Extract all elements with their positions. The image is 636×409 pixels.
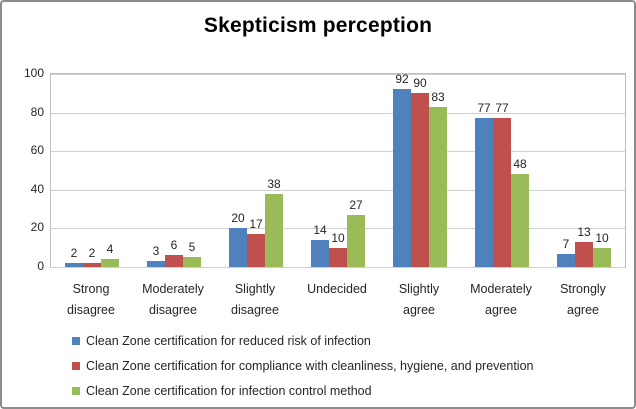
- gridline: [51, 74, 625, 75]
- category-label-line: disagree: [67, 303, 115, 317]
- bar-value-label: 13: [577, 224, 591, 239]
- legend-label: Clean Zone certification for compliance …: [86, 358, 534, 373]
- gridline: [51, 189, 625, 191]
- category-label-line: Moderately: [470, 282, 532, 296]
- category-label-line: disagree: [231, 303, 279, 317]
- category-label: Undecided: [296, 279, 378, 300]
- legend-swatch: [72, 336, 80, 345]
- bar-group: 14 10 27: [297, 74, 379, 267]
- gridline: [51, 151, 625, 153]
- bar-value-label: 48: [513, 157, 527, 172]
- category-label-line: Slightly: [234, 282, 276, 296]
- bar-value-label: 83: [431, 89, 445, 104]
- legend-swatch: [72, 386, 80, 395]
- category-label-line: disagree: [149, 303, 197, 317]
- bar: [475, 118, 493, 267]
- bar-value-label: 17: [249, 217, 263, 232]
- bar: [329, 247, 347, 267]
- bar-value-label: 38: [267, 176, 281, 191]
- legend-item: Clean Zone certification for infection c…: [72, 378, 533, 403]
- bar: [101, 259, 119, 267]
- bar: [247, 234, 265, 267]
- bar: [83, 263, 101, 267]
- bar: [575, 241, 593, 267]
- bar: [165, 255, 183, 267]
- bar: [411, 93, 429, 267]
- y-axis-tick-label: 80: [30, 104, 44, 119]
- bar-value-label: 7: [562, 236, 570, 251]
- bar-group: 7 13 10: [543, 74, 625, 267]
- bar-value-label: 92: [395, 72, 409, 87]
- bar-value-label: 14: [313, 222, 327, 237]
- bar-value-label: 2: [70, 246, 78, 261]
- bar-value-label: 3: [152, 244, 160, 259]
- bar-value-label: 27: [349, 197, 363, 212]
- y-axis-tick-label: 0: [37, 259, 44, 273]
- bar-value-label: 20: [231, 211, 245, 226]
- category-label-line: Undecided: [307, 282, 367, 296]
- category-label-line: agree: [567, 303, 599, 317]
- category-label: Moderately disagree: [132, 279, 214, 321]
- category-label-line: agree: [403, 303, 435, 317]
- bar-group: 92 90 83: [379, 72, 461, 267]
- bar-value-label: 77: [477, 101, 491, 116]
- category-label: Slightly disagree: [214, 279, 296, 321]
- bar-group: 20 17 38: [215, 74, 297, 267]
- legend-label: Clean Zone certification for reduced ris…: [86, 333, 371, 348]
- category-label-line: agree: [485, 303, 517, 317]
- bar-group: 77 77 48: [461, 74, 543, 267]
- bar-value-label: 90: [413, 76, 427, 91]
- bar-value-label: 77: [495, 101, 509, 116]
- legend-item: Clean Zone certification for reduced ris…: [72, 328, 533, 353]
- legend: Clean Zone certification for reduced ris…: [72, 328, 533, 403]
- category-label-line: Strongly: [560, 282, 606, 296]
- bar-value-label: 4: [106, 242, 114, 257]
- category-label: Strongly agree: [542, 279, 624, 321]
- bar: [557, 253, 575, 267]
- legend-item: Clean Zone certification for compliance …: [72, 353, 533, 378]
- legend-label: Clean Zone certification for infection c…: [86, 383, 372, 398]
- category-label: Slightly agree: [378, 279, 460, 321]
- bar: [493, 118, 511, 267]
- y-axis-tick-label: 40: [30, 181, 44, 196]
- bar: [229, 228, 247, 267]
- bar: [593, 247, 611, 267]
- bar-value-label: 10: [331, 230, 345, 245]
- bar: [265, 193, 283, 267]
- bar: [65, 263, 83, 267]
- bar: [429, 106, 447, 267]
- category-label: Moderately agree: [460, 279, 542, 321]
- gridline: [51, 228, 625, 230]
- category-label-line: Strong: [72, 282, 110, 296]
- y-axis-tick-label: 20: [30, 220, 44, 235]
- bar-value-label: 2: [88, 246, 96, 261]
- plot-area: 2 2 4 3 6 5 20 17 38 14 10 27 92 90 83 77 77 48 7 13 10: [50, 73, 626, 268]
- category-label: Strong disagree: [50, 279, 132, 321]
- bar: [347, 214, 365, 267]
- category-label-line: Moderately: [142, 282, 204, 296]
- gridline: [51, 112, 625, 114]
- y-axis-tick-label: 60: [30, 143, 44, 158]
- bar: [147, 261, 165, 267]
- bar-value-label: 10: [595, 230, 609, 245]
- y-axis-tick-label: 100: [23, 66, 44, 80]
- legend-swatch: [72, 361, 80, 370]
- chart-title: Skepticism perception: [203, 14, 433, 37]
- gridline: [51, 267, 625, 268]
- bar: [311, 239, 329, 267]
- bar: [183, 257, 201, 267]
- category-label-line: Slightly: [398, 282, 440, 296]
- bar: [511, 174, 529, 267]
- bar-value-label: 6: [170, 238, 178, 253]
- bar: [393, 89, 411, 267]
- bar-value-label: 5: [188, 240, 196, 255]
